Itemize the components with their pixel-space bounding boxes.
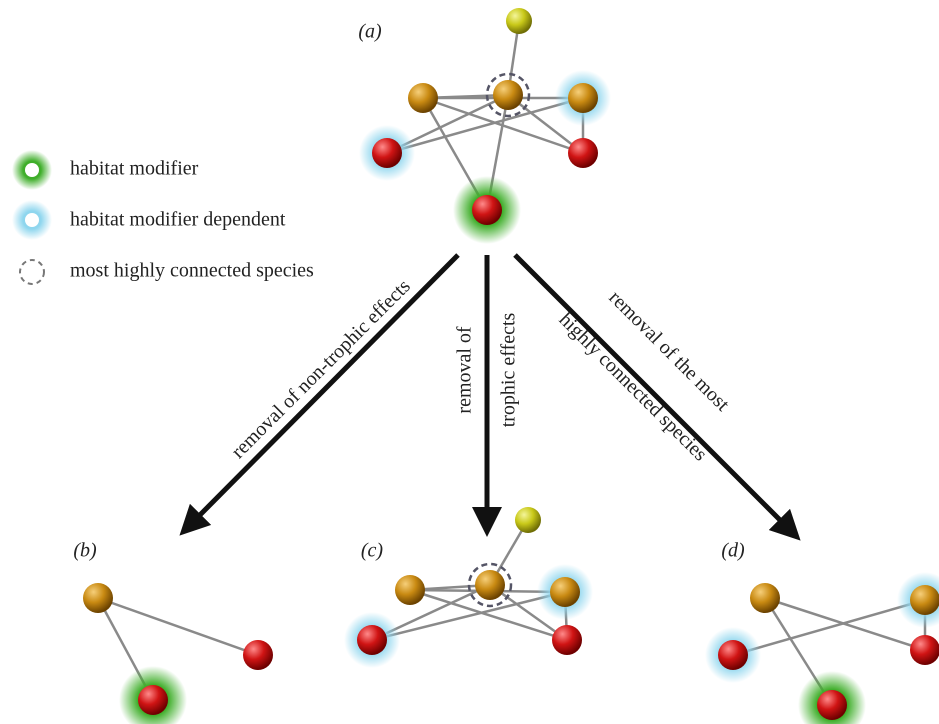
edge	[507, 94, 584, 154]
legend: habitat modifier habitat modifier depend…	[12, 150, 314, 285]
species	[718, 640, 748, 670]
species	[515, 507, 541, 533]
highlight	[485, 72, 531, 118]
arrow	[513, 253, 801, 541]
networks	[83, 8, 939, 724]
species	[83, 583, 113, 613]
species	[506, 8, 532, 34]
arrow-label: highly connected species	[555, 309, 712, 466]
species	[472, 195, 502, 225]
legend-label: habitat modifier dependent	[70, 209, 286, 231]
edge	[97, 596, 259, 657]
edge	[489, 583, 568, 642]
arrow	[179, 253, 460, 536]
species	[357, 625, 387, 655]
arrow-label: removal of the most	[604, 286, 733, 415]
legend-icon	[19, 259, 45, 285]
species	[372, 138, 402, 168]
species	[138, 685, 168, 715]
panel-label: (a)	[358, 21, 382, 43]
edge	[409, 588, 568, 642]
species	[243, 640, 273, 670]
species	[568, 138, 598, 168]
panel-label: (d)	[721, 540, 745, 562]
edge	[371, 590, 566, 642]
species	[493, 80, 523, 110]
species	[395, 575, 425, 605]
species	[817, 690, 847, 720]
species	[408, 83, 438, 113]
species	[475, 570, 505, 600]
legend-icon	[25, 213, 39, 227]
species	[750, 583, 780, 613]
legend-label: habitat modifier	[70, 158, 199, 180]
edge	[386, 96, 584, 155]
arrow-label: trophic effects	[498, 313, 520, 428]
legend-icon	[25, 163, 39, 177]
species	[910, 635, 939, 665]
species	[910, 585, 939, 615]
arrow-label: removal of non-trophic effects	[227, 275, 415, 463]
arrow-label: removal of	[454, 326, 476, 414]
species	[550, 577, 580, 607]
edge	[732, 598, 926, 657]
panel-label: (c)	[361, 540, 384, 562]
highlight	[467, 562, 513, 608]
legend-label: most highly connected species	[70, 260, 314, 282]
species	[568, 83, 598, 113]
arrows	[179, 253, 801, 541]
species	[552, 625, 582, 655]
panel-label: (b)	[73, 540, 97, 562]
